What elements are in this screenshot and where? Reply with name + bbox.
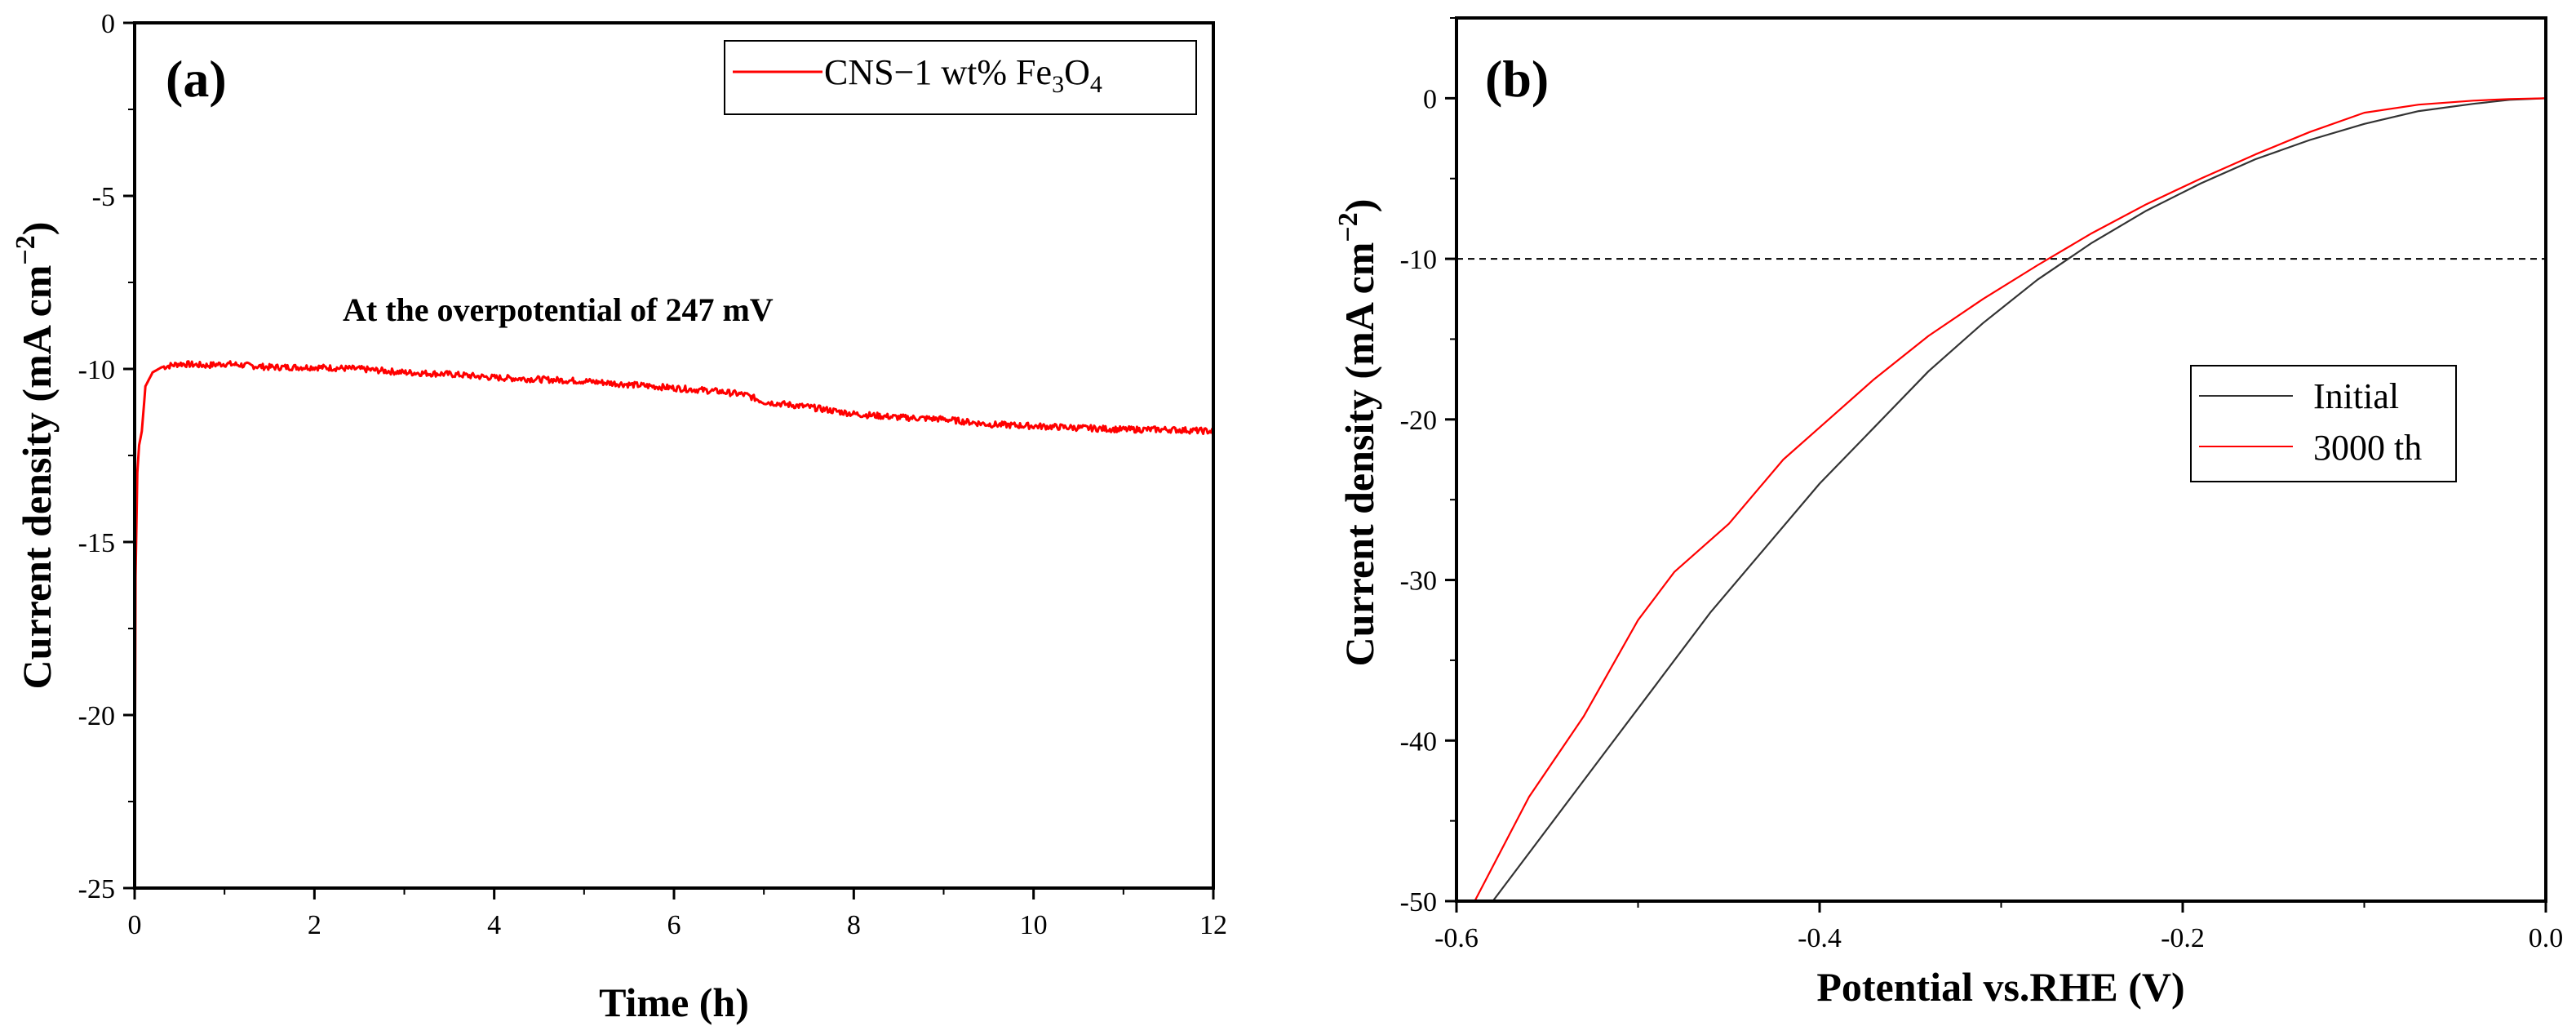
panel-a-ticks: 0 2 4 6 8 10 12 0 -5 -10 -15 -20 -25 bbox=[78, 9, 1227, 940]
y-tick-label: -50 bbox=[1400, 887, 1437, 917]
panel-b-frame bbox=[1455, 16, 2547, 903]
series-line-cns-fe3o4 bbox=[133, 360, 1215, 820]
panel-b-xlabel: Potential vs.RHE (V) bbox=[1816, 964, 2184, 1010]
y-tick-label: -15 bbox=[78, 528, 115, 558]
x-tick-label: 2 bbox=[308, 910, 321, 940]
panel-b-ticks: -0.6 -0.4 -0.2 0.0 0 -10 -20 -30 -40 -50 bbox=[1400, 17, 2564, 953]
legend-label-main: CNS−1 wt% Fe bbox=[824, 52, 1052, 92]
panel-b: -0.6 -0.4 -0.2 0.0 0 -10 -20 -30 -40 -50 (b) Init… bbox=[1333, 16, 2564, 1010]
y-tick-label: -10 bbox=[1400, 245, 1437, 275]
panel-a-legend-box bbox=[724, 40, 1197, 115]
legend-label-sub1: 3 bbox=[1052, 71, 1064, 98]
panel-b-legend-box bbox=[2190, 365, 2457, 482]
panel-b-series bbox=[1474, 97, 2547, 902]
y-tick-label: -20 bbox=[78, 701, 115, 731]
panel-a: 0 2 4 6 8 10 12 0 -5 -10 -15 -20 -25 (a) At the over… bbox=[11, 9, 1227, 1025]
panel-b-label: (b) bbox=[1485, 50, 1549, 108]
panel-a-legend-label: CNS−1 wt% Fe3O4 bbox=[824, 52, 1102, 98]
panel-b-ylabel: Current density (mA cm−2) bbox=[1333, 199, 1382, 667]
x-tick-label: 8 bbox=[847, 910, 861, 940]
ylabel-main: Current density (mA cm bbox=[14, 265, 60, 690]
ylabel-main: Current density (mA cm bbox=[1337, 242, 1382, 667]
x-tick-label: 12 bbox=[1199, 910, 1227, 940]
legend-label-sub2: 4 bbox=[1090, 71, 1102, 98]
panel-a-xlabel: Time (h) bbox=[599, 979, 749, 1025]
y-tick-label: -40 bbox=[1400, 726, 1437, 757]
panel-a-legend: CNS−1 wt% Fe3O4 bbox=[724, 40, 1197, 115]
panel-a-ylabel: Current density (mA cm−2) bbox=[11, 222, 60, 690]
ylabel-sup: −2 bbox=[1333, 212, 1363, 242]
x-tick-label: -0.4 bbox=[1798, 923, 1842, 953]
y-tick-label: -20 bbox=[1400, 406, 1437, 436]
y-tick-label: 0 bbox=[1423, 84, 1437, 114]
panel-b-legend-label-initial: Initial bbox=[2313, 376, 2399, 416]
panel-b-legend: Initial 3000 th bbox=[2190, 365, 2457, 482]
ylabel-close: ) bbox=[1337, 199, 1382, 213]
x-tick-label: 6 bbox=[667, 910, 681, 940]
x-tick-label: 0.0 bbox=[2529, 923, 2564, 953]
x-tick-label: 0 bbox=[128, 910, 142, 940]
x-tick-label: 10 bbox=[1020, 910, 1048, 940]
y-tick-label: 0 bbox=[101, 9, 115, 39]
panel-b-legend-label-3000: 3000 th bbox=[2313, 428, 2422, 468]
panel-a-annotation: At the overpotential of 247 mV bbox=[343, 291, 774, 328]
panel-a-label: (a) bbox=[166, 50, 227, 108]
series-line-initial bbox=[1492, 97, 2547, 902]
legend-label-mid: O bbox=[1064, 52, 1090, 92]
y-tick-label: -5 bbox=[92, 182, 115, 212]
ylabel-sup: −2 bbox=[11, 235, 41, 264]
y-tick-label: -25 bbox=[78, 874, 115, 904]
y-tick-label: -10 bbox=[78, 355, 115, 385]
panel-a-frame bbox=[133, 21, 1215, 890]
y-tick-label: -30 bbox=[1400, 566, 1437, 597]
x-tick-label: -0.2 bbox=[2161, 923, 2205, 953]
series-line-3000th bbox=[1474, 97, 2547, 902]
x-tick-label: -0.6 bbox=[1434, 923, 1479, 953]
x-tick-label: 4 bbox=[487, 910, 501, 940]
panel-a-series bbox=[133, 360, 1215, 820]
ylabel-close: ) bbox=[14, 222, 60, 236]
